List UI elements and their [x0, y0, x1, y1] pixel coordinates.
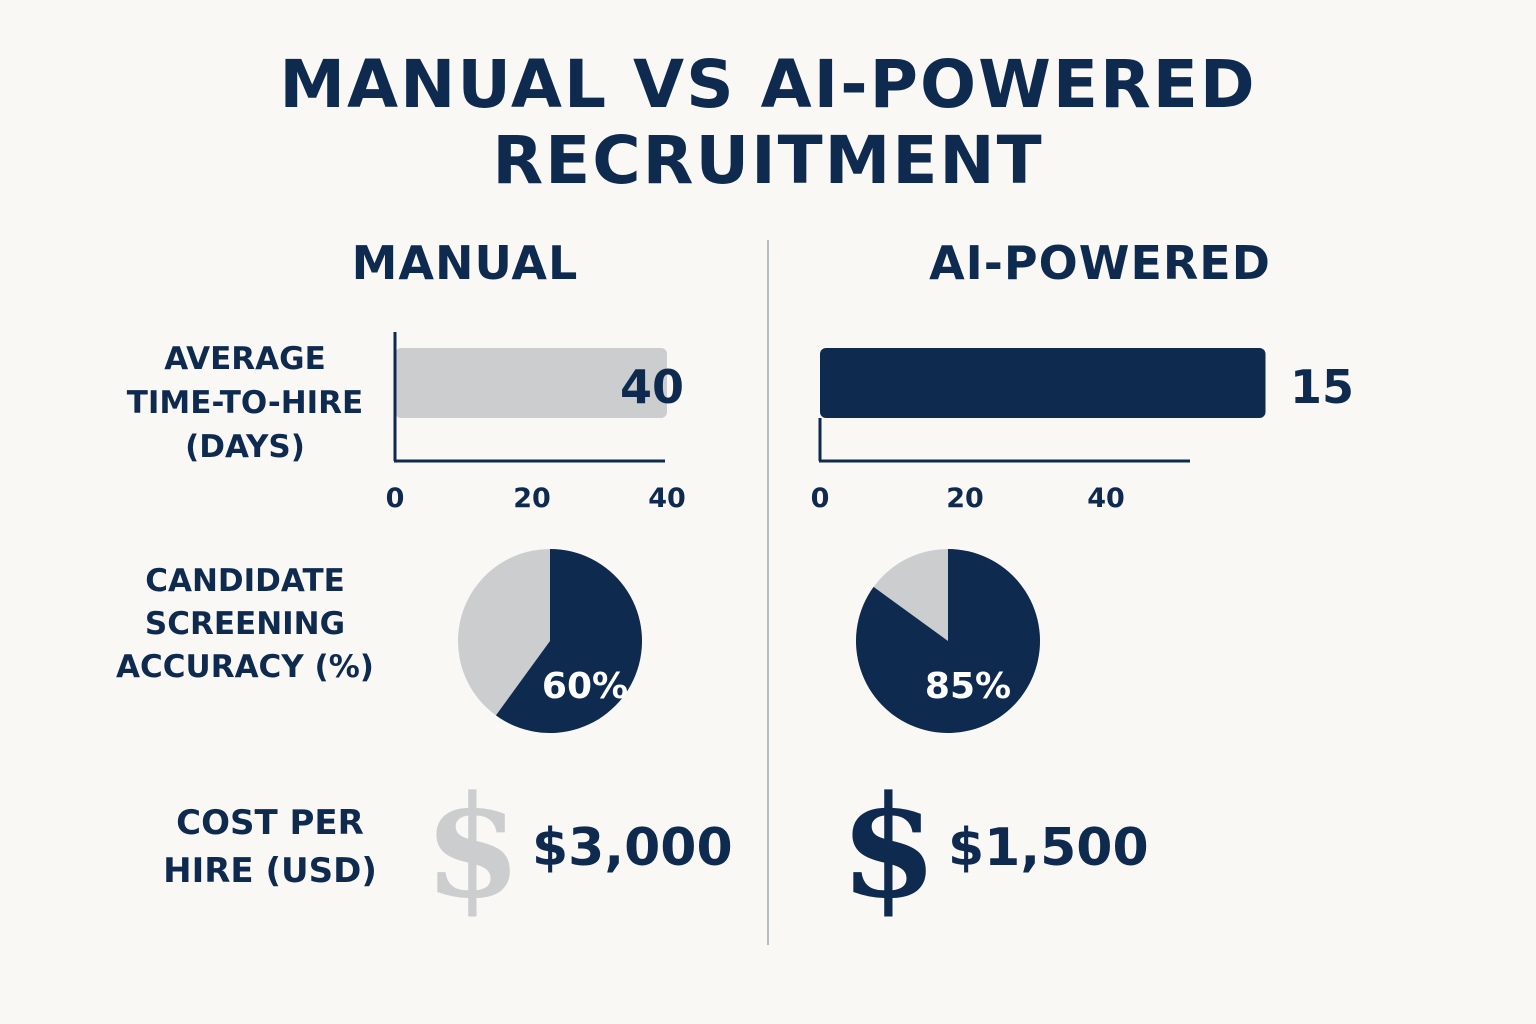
- manual-x-tick-label: 0: [386, 483, 405, 514]
- manual-pie-value-label: 60%: [542, 666, 628, 707]
- manual-time-bar: [395, 348, 667, 418]
- ai-column-heading: AI-POWERED: [929, 236, 1271, 290]
- screening-label-line-3: ACCURACY (%): [116, 649, 374, 685]
- screening-label: CANDIDATE SCREENING ACCURACY (%): [100, 566, 390, 695]
- time-to-hire-label-line-2: TIME-TO-HIRE: [126, 385, 364, 421]
- ai-pie-value-label: 85%: [925, 666, 1011, 707]
- screening-label-line-1: CANDIDATE: [145, 563, 345, 599]
- chart-title-line-2: RECRUITMENT: [492, 122, 1044, 199]
- manual-column-heading: MANUAL: [351, 236, 579, 290]
- manual-time-value: 40: [620, 360, 685, 414]
- ai-time-value: 15: [1290, 360, 1355, 414]
- screening-label-line-2: SCREENING: [144, 606, 346, 642]
- screening-pie-charts: 60% 85%: [458, 549, 1040, 734]
- ai-x-tick-label: 20: [946, 483, 984, 514]
- time-to-hire-label: AVERAGE TIME-TO-HIRE (DAYS): [100, 344, 390, 476]
- column-divider: [767, 240, 769, 945]
- ai-time-bar: [820, 348, 1266, 418]
- manual-x-tick-label: 40: [648, 483, 686, 514]
- cost-label: COST PER HIRE (USD): [120, 806, 420, 902]
- cost-label-line-1: COST PER: [176, 803, 364, 843]
- time-to-hire-bar-charts: 0 20 40 0 20 40: [386, 332, 1266, 514]
- time-to-hire-label-line-1: AVERAGE: [164, 341, 326, 377]
- chart-title-line-1: MANUAL VS AI-POWERED: [279, 46, 1257, 123]
- ai-pie-accuracy-slice: [856, 549, 1040, 734]
- ai-cost-value: $1,500: [948, 818, 1149, 878]
- manual-cost-value: $3,000: [532, 818, 733, 878]
- ai-x-tick-label: 0: [811, 483, 830, 514]
- manual-pie-accuracy-slice: [495, 549, 642, 733]
- manual-dollar-sign-icon: $: [424, 766, 522, 930]
- cost-label-line-2: HIRE (USD): [163, 851, 377, 891]
- ai-x-tick-label: 40: [1087, 483, 1125, 514]
- ai-dollar-sign-icon: $: [840, 766, 938, 930]
- manual-x-tick-label: 20: [513, 483, 551, 514]
- time-to-hire-label-line-3: (DAYS): [185, 429, 305, 465]
